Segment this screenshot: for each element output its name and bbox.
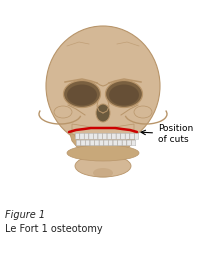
FancyBboxPatch shape: [121, 133, 125, 139]
FancyBboxPatch shape: [94, 133, 98, 139]
Ellipse shape: [105, 81, 143, 107]
Polygon shape: [70, 132, 136, 152]
FancyBboxPatch shape: [125, 133, 130, 139]
Text: Figure 1: Figure 1: [5, 210, 45, 220]
Text: Le Fort 1 osteotomy: Le Fort 1 osteotomy: [5, 224, 103, 234]
FancyBboxPatch shape: [135, 133, 139, 139]
FancyBboxPatch shape: [81, 140, 85, 146]
FancyBboxPatch shape: [116, 133, 121, 139]
FancyBboxPatch shape: [107, 133, 111, 139]
Ellipse shape: [134, 106, 152, 118]
FancyBboxPatch shape: [109, 140, 113, 146]
FancyBboxPatch shape: [89, 133, 93, 139]
FancyBboxPatch shape: [130, 133, 134, 139]
Ellipse shape: [96, 104, 110, 122]
FancyBboxPatch shape: [90, 140, 94, 146]
Text: Position
of cuts: Position of cuts: [141, 124, 193, 144]
Ellipse shape: [46, 26, 160, 146]
Ellipse shape: [109, 84, 139, 106]
FancyBboxPatch shape: [98, 133, 102, 139]
Ellipse shape: [54, 106, 72, 118]
Ellipse shape: [67, 145, 139, 161]
Ellipse shape: [93, 168, 113, 178]
FancyBboxPatch shape: [127, 140, 131, 146]
FancyBboxPatch shape: [75, 133, 80, 139]
FancyBboxPatch shape: [113, 140, 117, 146]
Ellipse shape: [63, 81, 101, 107]
FancyBboxPatch shape: [118, 140, 122, 146]
Polygon shape: [72, 124, 134, 137]
FancyBboxPatch shape: [80, 133, 84, 139]
FancyBboxPatch shape: [99, 140, 104, 146]
FancyBboxPatch shape: [131, 140, 136, 146]
FancyBboxPatch shape: [104, 140, 108, 146]
FancyBboxPatch shape: [122, 140, 127, 146]
Ellipse shape: [67, 84, 97, 106]
FancyBboxPatch shape: [76, 140, 81, 146]
FancyBboxPatch shape: [84, 133, 89, 139]
FancyBboxPatch shape: [95, 140, 99, 146]
FancyBboxPatch shape: [85, 140, 90, 146]
Ellipse shape: [75, 155, 131, 177]
FancyBboxPatch shape: [103, 133, 107, 139]
FancyBboxPatch shape: [112, 133, 116, 139]
